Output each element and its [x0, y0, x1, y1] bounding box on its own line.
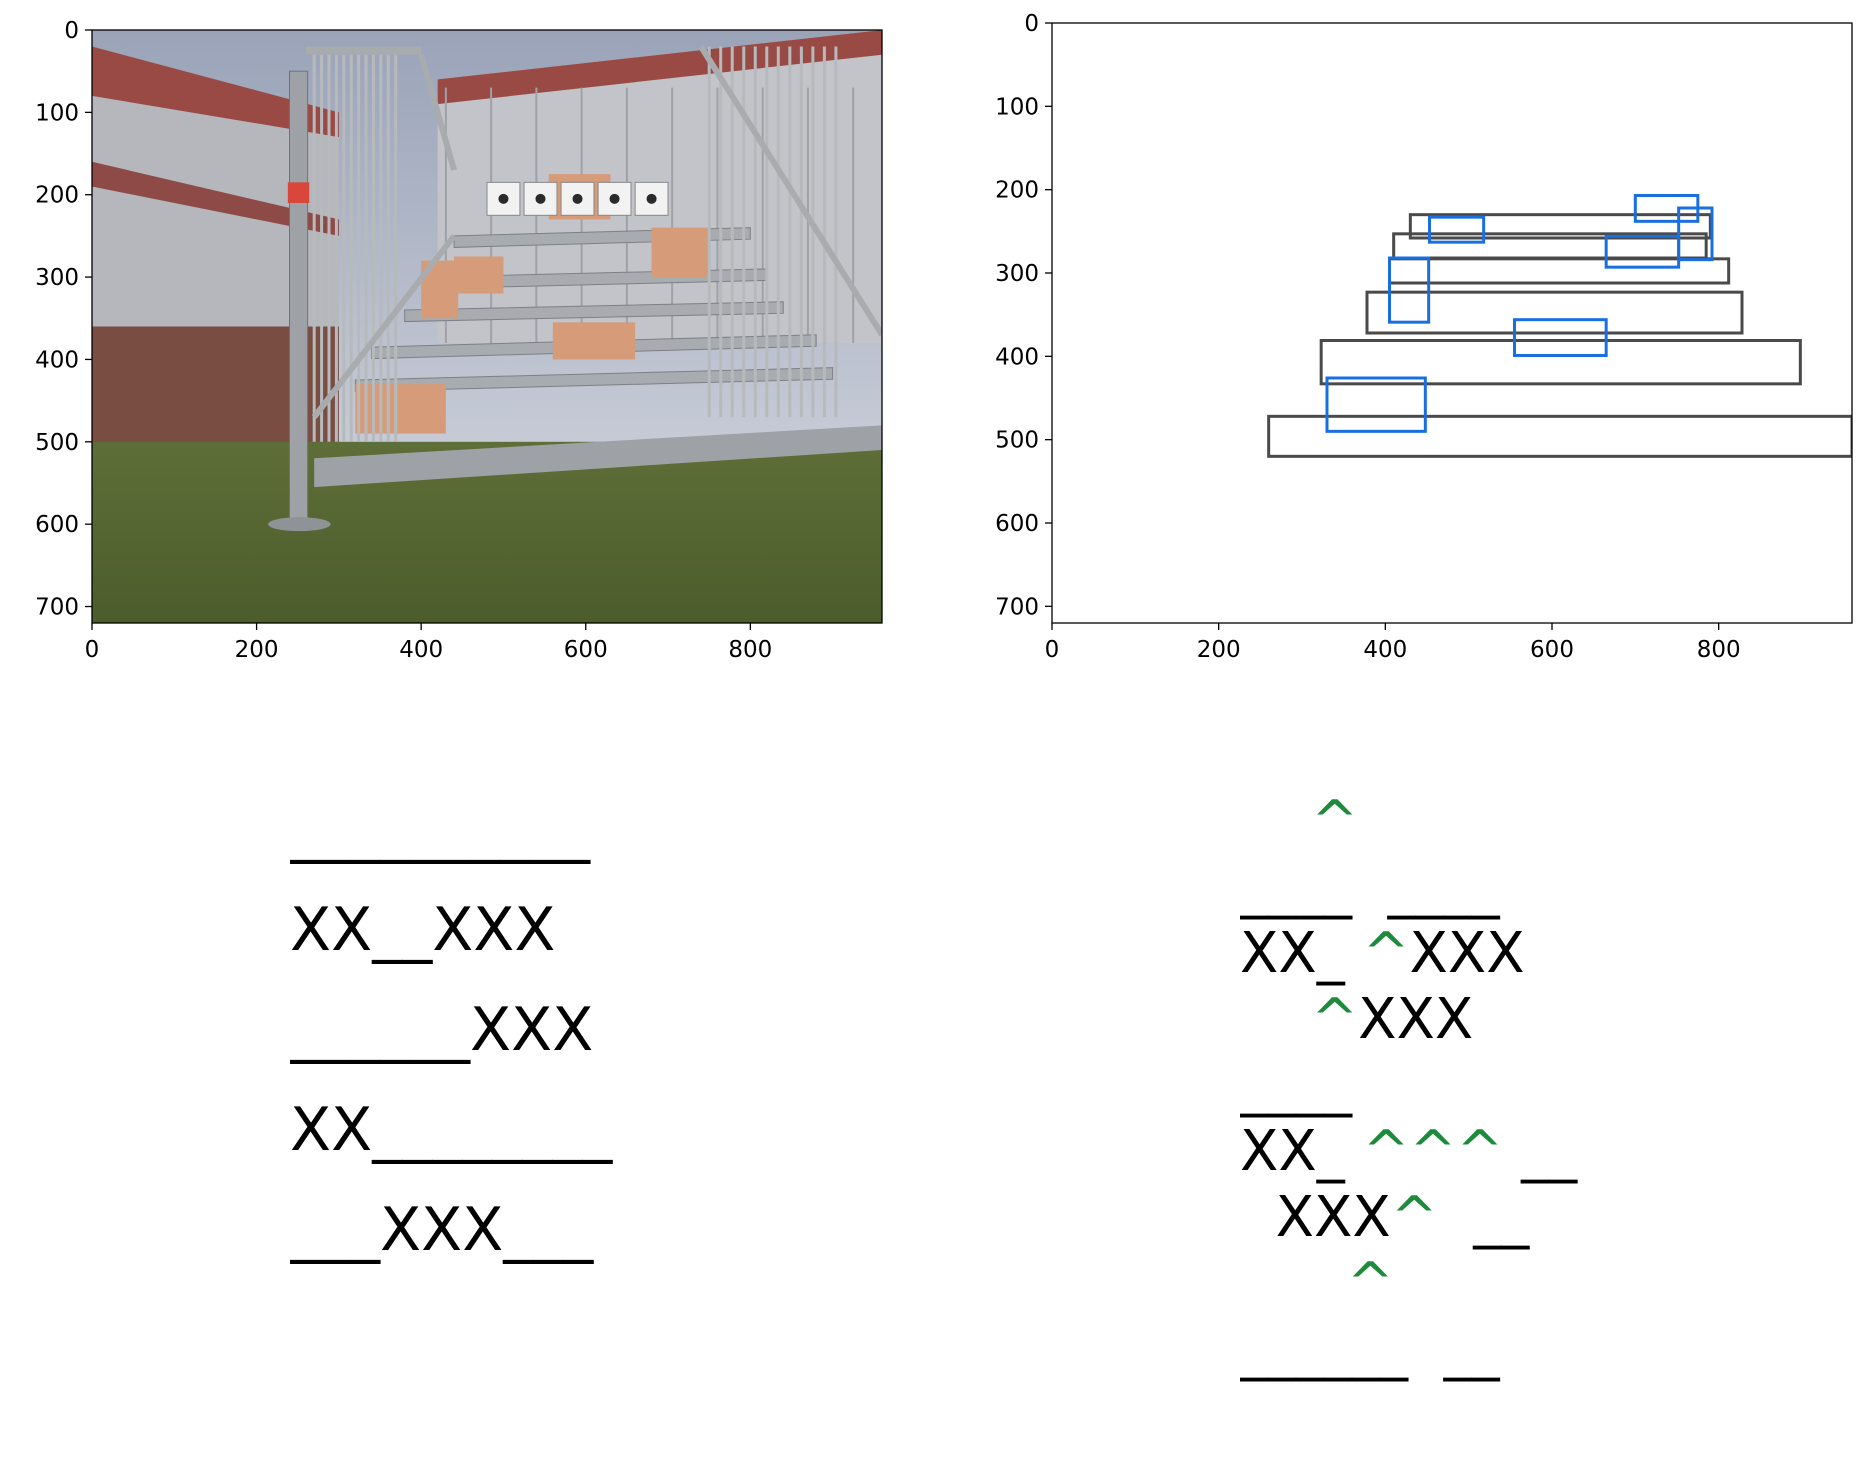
- boxes-xtick-label: 200: [1197, 637, 1241, 663]
- photo-plot: 0 200 400 600 800 0 100 200 300 400 500 600 700: [35, 18, 883, 663]
- boxes-xtick-label: 400: [1363, 637, 1407, 663]
- grid-right-row: XX_ ^XXX: [1240, 921, 1560, 986]
- object-box: [1513, 318, 1608, 357]
- photo-ytick-label: 600: [35, 512, 79, 538]
- photo-axes-frame: [91, 29, 883, 624]
- grid-left-row: __________: [290, 795, 591, 865]
- grid-right-panel: ^ ____ ____ XX_ ^XXX ^XXX ____ XX_ ^^^ __…: [1239, 780, 1640, 1400]
- boxes-xtick-label: 600: [1530, 637, 1574, 663]
- photo-panel: 0 200 400 600 800 0 100 200 300 400 500 600 700: [0, 0, 900, 680]
- grid-right-row: XXX^ __: [1240, 1185, 1530, 1250]
- boxes-ytick-label: 400: [995, 344, 1039, 370]
- grid-right-row: ^: [1240, 789, 1447, 854]
- grid-right-row: ____: [1240, 1053, 1459, 1118]
- boxes-ytick-label: 200: [995, 178, 1039, 204]
- object-box: [1428, 215, 1486, 244]
- grid-left-row: XX__XXX: [290, 895, 556, 965]
- boxes-ytick-label: 100: [995, 94, 1039, 120]
- photo-ytick-label: 700: [35, 595, 79, 621]
- boxes-xtick-label: 0: [1045, 637, 1060, 663]
- grid-right-row: ____ ____: [1240, 855, 1501, 920]
- boxes-ytick-label: 500: [995, 428, 1039, 454]
- grid-right: ^ ____ ____XX_ ^XXX ^XXX ____ XX_ ^^^ __…: [1239, 789, 1578, 1382]
- photo-stairs: [92, 30, 882, 623]
- object-box: [1604, 234, 1681, 269]
- boxes-ytick-label: 300: [995, 261, 1039, 287]
- object-box: [1388, 256, 1431, 324]
- grid-left-panel: __________ XX__XXX ______XXX XX________ ___X…: [289, 790, 670, 1465]
- photo-ytick-label: 0: [64, 18, 79, 44]
- photo-ytick-label: 300: [35, 265, 79, 291]
- grid-right-row: ^: [1240, 1251, 1447, 1316]
- step-box: [1267, 414, 1852, 458]
- boxes-plot: 0 200 400 600 800 0 100 200 300 400 500 600 700: [995, 11, 1853, 663]
- object-box: [1677, 206, 1714, 262]
- boxes-ytick-label: 0: [1024, 11, 1039, 37]
- step-box: [1319, 339, 1802, 386]
- grid-left-row: ______XXX: [290, 995, 593, 1065]
- boxes-panel: 0 200 400 600 800 0 100 200 300 400 500 600 700: [960, 0, 1865, 680]
- object-box: [1325, 376, 1427, 433]
- grid-left-row: ___XXX___: [290, 1195, 594, 1265]
- photo-ytick-label: 400: [35, 347, 79, 373]
- grid-left: __________ XX__XXX ______XXX XX________ ___X…: [289, 795, 613, 1465]
- boxes-axes-frame: [1051, 22, 1853, 624]
- photo-xtick-label: 0: [85, 637, 100, 663]
- photo-xtick-label: 800: [728, 637, 772, 663]
- boxes-xtick-label: 800: [1697, 637, 1741, 663]
- photo-xtick-label: 400: [399, 637, 443, 663]
- grid-right-row: ^XXX: [1240, 987, 1509, 1052]
- boxes-ytick-label: 700: [995, 594, 1039, 620]
- photo-xtick-label: 600: [564, 637, 608, 663]
- photo-ytick-label: 500: [35, 430, 79, 456]
- step-box: [1365, 290, 1744, 335]
- photo-xtick-label: 200: [235, 637, 279, 663]
- grid-left-row: XX________: [290, 1095, 613, 1165]
- photo-ytick-label: 100: [35, 100, 79, 126]
- grid-right-row: XX_ ^^^ __: [1240, 1119, 1578, 1184]
- grid-right-row: ______ __: [1240, 1317, 1501, 1382]
- step-box: [1408, 213, 1712, 240]
- boxes-ytick-label: 600: [995, 511, 1039, 537]
- photo-ytick-label: 200: [35, 183, 79, 209]
